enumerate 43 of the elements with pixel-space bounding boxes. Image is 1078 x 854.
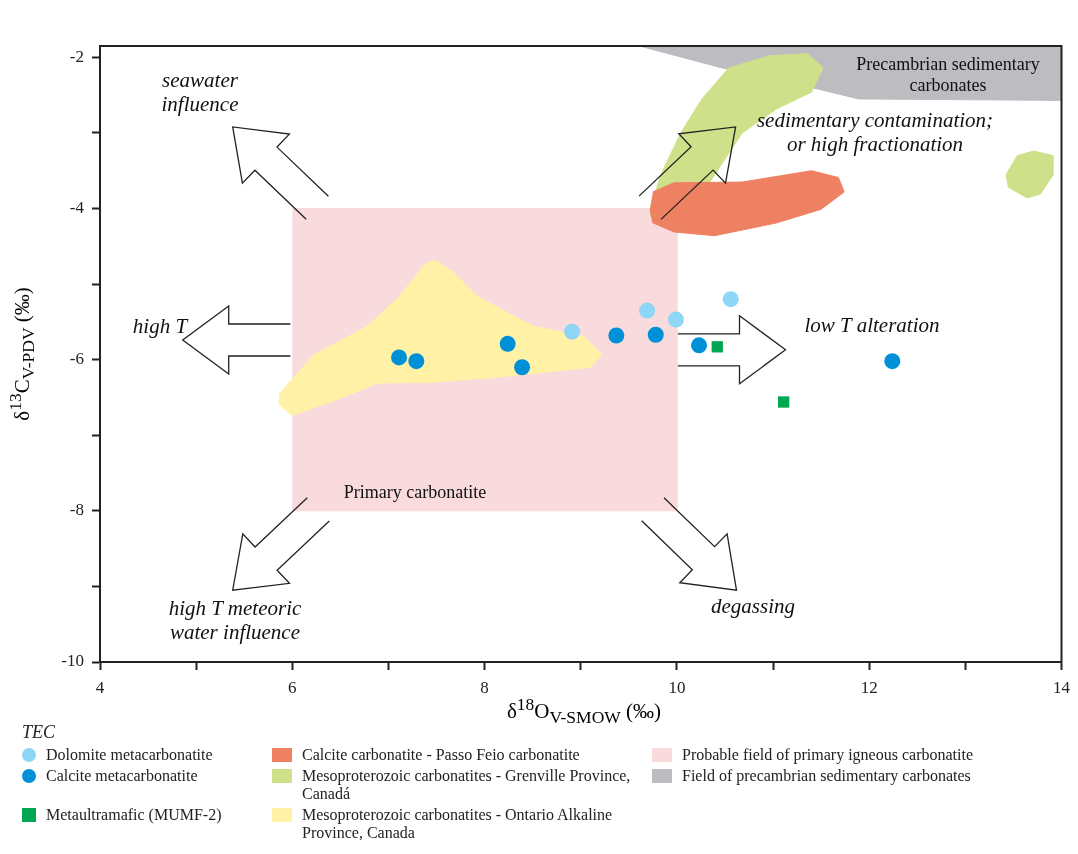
annotation: Primary carbonatite [343,481,487,503]
x-tick-label: 12 [860,677,878,697]
point [777,396,790,408]
x-tick-label: 4 [95,677,105,697]
point [408,353,425,370]
point [722,291,739,308]
point [608,327,625,344]
annotation: degassing [711,593,795,619]
point [691,337,708,354]
annotation: low T alteration [804,312,940,338]
point [564,323,581,340]
annotation: sedimentary contamination; or high fractionation [756,107,994,157]
legend-label: Metaultramafic (MUMF-2) [46,805,222,824]
x-tick-label: 8 [480,677,489,697]
annotation: high T [132,313,188,339]
point [639,302,656,319]
point [647,326,664,343]
point [514,359,531,376]
y-tick-label: -4 [69,197,85,217]
point [499,335,516,352]
legend-label: Calcite metacarbonatite [46,766,198,785]
point [884,353,901,370]
point [667,311,684,328]
x-tick-label: 6 [288,677,297,697]
annotation: high T meteoric water influence [168,595,302,645]
y-tick-label: -10 [61,651,84,671]
y-tick-label: -2 [69,46,84,66]
x-tick-label: 14 [1053,677,1071,697]
point [711,341,723,353]
legend-title: TEC [22,722,56,742]
legend-label: Calcite carbonatite - Passo Feio carbonatite [302,746,580,764]
x-axis-title: δ$^{18}$O$_{V-SMOW}$ (‰) [506,694,662,728]
legend-label: Field of precambrian sedimentary carbonates [682,766,971,785]
y-tick-label: -6 [69,349,84,369]
legend-label: Mesoproterozoic carbonatites - Grenville Province, Canadá [302,766,632,803]
annotation: Precambrian sedimentary carbonates [856,54,1040,96]
legend-label: Mesoproterozoic carbonatites - Ontario Alkaline Province, Canada [302,805,614,842]
point [391,349,408,366]
annotation: seawater influence [161,67,239,117]
legend-label: Probable field of primary igneous carbonatite [682,746,974,764]
y-tick-label: -8 [69,500,84,520]
x-tick-label: 10 [668,677,686,697]
legend-label: Dolomite metacarbonatite [46,746,213,764]
